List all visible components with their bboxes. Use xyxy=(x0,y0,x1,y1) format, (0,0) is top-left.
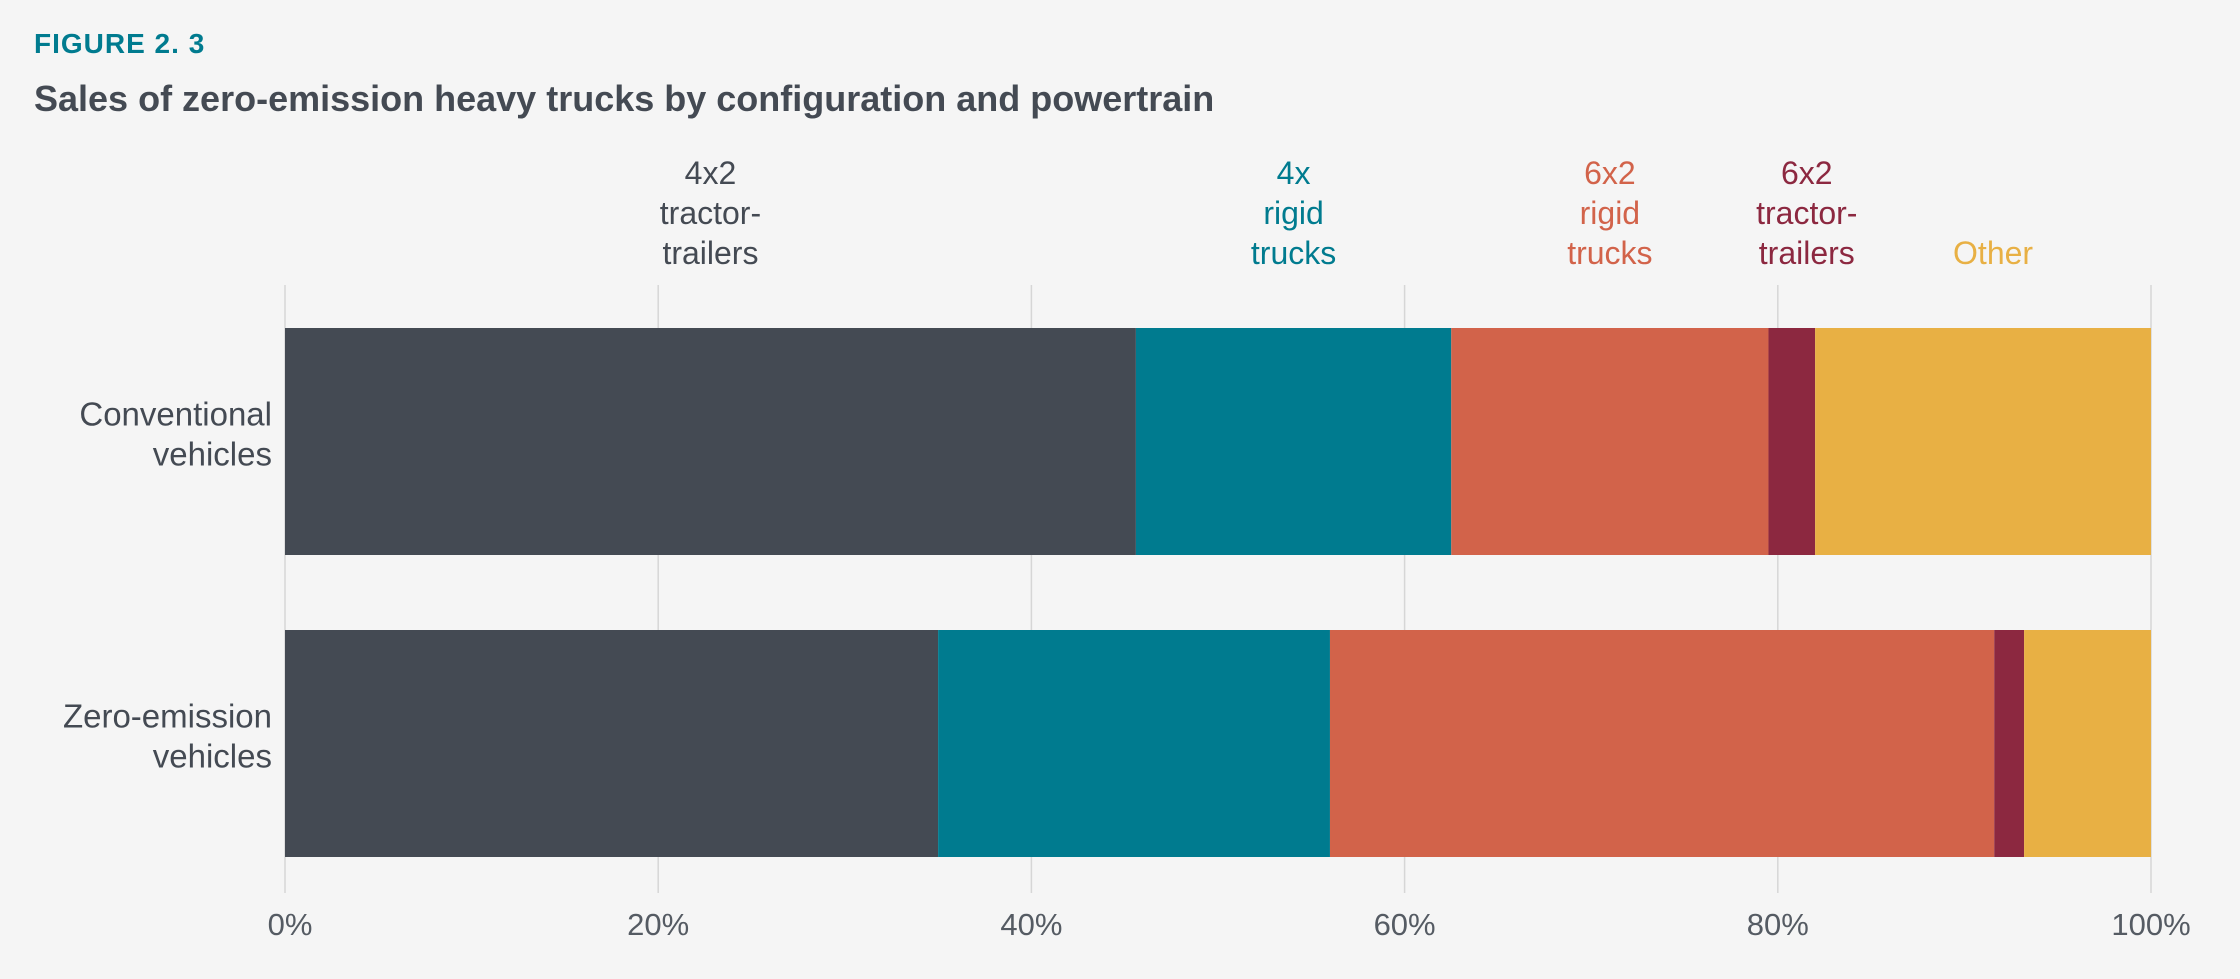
bar-segment xyxy=(1815,328,2151,555)
chart-title: Sales of zero-emission heavy trucks by c… xyxy=(34,78,1215,119)
series-label: Other xyxy=(1953,235,2033,271)
bar-segment xyxy=(2024,630,2151,857)
bar-segment xyxy=(1994,630,2025,857)
bar-segment xyxy=(1329,630,1995,857)
bars xyxy=(285,328,2151,857)
x-tick-label: 0% xyxy=(268,907,313,942)
x-tick-label: 20% xyxy=(627,907,689,942)
bar-segment xyxy=(285,630,939,857)
bar-segment xyxy=(938,630,1330,857)
x-tick-label: 60% xyxy=(1374,907,1436,942)
bar-segment xyxy=(1451,328,1769,555)
x-tick-label: 40% xyxy=(1000,907,1062,942)
category-labels: Conventional vehicles Zero-emission vehicle… xyxy=(63,396,272,775)
bar-segment xyxy=(1768,328,1816,555)
bar-segment xyxy=(1135,328,1452,555)
x-tick-label: 80% xyxy=(1747,907,1809,942)
series-label: 4x2 tractor-trailers xyxy=(660,155,761,271)
series-label: 6x2 rigid trucks xyxy=(1567,155,1652,271)
series-labels: 4x2 tractor-trailers 4x rigid trucks 6x2 rigid… xyxy=(660,155,2034,271)
series-label: 4x rigid trucks xyxy=(1251,155,1336,271)
x-tick-label: 100% xyxy=(2111,907,2190,942)
figure-label: FIGURE 2. 3 xyxy=(34,28,206,59)
x-axis-ticks: 0% 20% 40% 60% 80% 100% xyxy=(268,907,2191,942)
series-label: 6x2 tractor-trailers xyxy=(1756,155,1857,271)
category-label: Conventional vehicles xyxy=(79,396,272,473)
category-label: Zero-emission vehicles xyxy=(63,698,272,775)
bar-segment xyxy=(285,328,1136,555)
